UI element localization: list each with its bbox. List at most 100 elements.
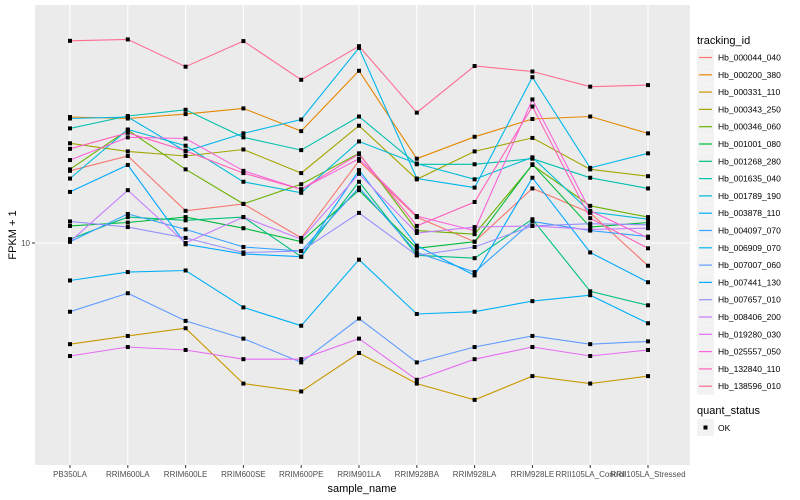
x-tick-label: RRIM600PE	[279, 470, 323, 479]
legend-point-ok	[703, 425, 708, 430]
data-point-Hb_007007_060	[646, 339, 650, 344]
data-point-Hb_001001_080	[183, 215, 188, 220]
data-point-Hb_001001_080	[646, 220, 650, 225]
data-point-Hb_007441_130	[68, 189, 72, 194]
data-point-Hb_001789_190	[530, 155, 535, 160]
data-point-Hb_001789_190	[241, 179, 246, 184]
data-point-Hb_007657_010	[241, 250, 246, 255]
data-point-Hb_000331_110	[357, 350, 361, 355]
legend-label: Hb_007441_130	[718, 277, 781, 287]
data-point-Hb_007657_010	[299, 249, 304, 254]
data-point-Hb_001789_190	[68, 176, 72, 181]
x-tick-label: RRIM600LA	[106, 470, 150, 479]
data-point-Hb_000331_110	[125, 333, 130, 338]
data-point-Hb_025557_050	[183, 136, 188, 141]
data-point-Hb_004097_070	[125, 211, 130, 216]
data-point-Hb_003878_110	[299, 323, 304, 328]
data-point-Hb_132840_110	[299, 187, 304, 192]
data-point-Hb_001635_040	[472, 162, 477, 167]
data-point-Hb_004097_070	[183, 227, 188, 232]
data-point-Hb_138596_010	[588, 84, 593, 89]
legend-label: Hb_000331_110	[718, 87, 781, 97]
data-point-Hb_019280_030	[241, 357, 246, 362]
data-point-Hb_007441_130	[472, 273, 477, 278]
data-point-Hb_019280_030	[414, 377, 419, 382]
data-point-Hb_000343_250	[646, 174, 650, 179]
data-point-Hb_001001_080	[68, 223, 72, 228]
data-point-Hb_006909_070	[588, 165, 593, 170]
data-point-Hb_000200_380	[414, 156, 419, 161]
data-point-Hb_000331_110	[299, 389, 304, 394]
data-point-Hb_025557_050	[68, 158, 72, 163]
data-point-Hb_000346_060	[299, 182, 304, 187]
data-point-Hb_132840_110	[241, 171, 246, 176]
data-point-Hb_001635_040	[299, 148, 304, 153]
data-point-Hb_019280_030	[299, 357, 304, 362]
data-point-Hb_001268_280	[530, 217, 535, 222]
data-point-Hb_008406_200	[414, 230, 419, 235]
legend-label: Hb_003878_110	[718, 208, 781, 218]
data-point-Hb_000200_380	[588, 114, 593, 119]
data-point-Hb_000044_040	[125, 153, 130, 158]
series-points	[68, 37, 650, 402]
data-point-Hb_000331_110	[68, 342, 72, 347]
data-point-Hb_007007_060	[414, 360, 419, 365]
data-point-Hb_008406_200	[68, 239, 72, 244]
data-point-Hb_132840_110	[472, 199, 477, 204]
data-point-Hb_008406_200	[357, 171, 361, 176]
x-tick-label: RRIM600LE	[164, 470, 208, 479]
data-point-Hb_001001_080	[357, 188, 361, 193]
data-point-Hb_006909_070	[125, 115, 130, 120]
y-tick-label: 10	[21, 239, 30, 248]
data-point-Hb_000346_060	[414, 228, 419, 233]
data-point-Hb_000343_250	[125, 149, 130, 154]
data-point-Hb_000346_060	[68, 167, 72, 172]
data-point-Hb_007007_060	[183, 318, 188, 323]
data-point-Hb_001789_190	[299, 190, 304, 195]
data-point-Hb_001635_040	[357, 114, 361, 119]
data-point-Hb_003878_110	[530, 299, 535, 304]
data-point-Hb_004097_070	[530, 219, 535, 224]
data-point-Hb_000044_040	[646, 263, 650, 268]
data-point-Hb_001268_280	[646, 303, 650, 308]
data-point-Hb_000346_060	[588, 203, 593, 208]
data-point-Hb_004097_070	[472, 270, 477, 275]
data-point-Hb_001001_080	[588, 225, 593, 230]
data-point-Hb_132840_110	[125, 130, 130, 135]
data-point-Hb_000343_250	[183, 153, 188, 158]
data-point-Hb_000200_380	[472, 134, 477, 139]
data-point-Hb_000331_110	[588, 381, 593, 386]
x-tick-label: RRIM600SE	[221, 470, 265, 479]
data-point-Hb_007007_060	[68, 309, 72, 314]
data-point-Hb_007657_010	[183, 235, 188, 240]
data-point-Hb_003878_110	[414, 311, 419, 316]
data-point-Hb_001268_280	[357, 179, 361, 184]
data-point-Hb_000343_250	[472, 149, 477, 154]
data-point-Hb_138596_010	[357, 44, 361, 49]
data-point-Hb_000331_110	[183, 326, 188, 331]
legend-label: Hb_007007_060	[718, 260, 781, 270]
data-point-Hb_001001_080	[241, 226, 246, 231]
data-point-Hb_007441_130	[588, 250, 593, 255]
data-point-Hb_000200_380	[299, 129, 304, 134]
data-point-Hb_008406_200	[472, 225, 477, 230]
data-point-Hb_000044_040	[530, 186, 535, 191]
data-point-Hb_001789_190	[646, 217, 650, 222]
x-axis-title: sample_name	[327, 483, 396, 495]
data-point-Hb_132840_110	[588, 216, 593, 221]
data-point-Hb_001001_080	[530, 162, 535, 167]
data-point-Hb_003878_110	[588, 293, 593, 298]
data-point-Hb_007007_060	[299, 360, 304, 365]
data-point-Hb_001268_280	[125, 215, 130, 220]
data-point-Hb_138596_010	[299, 77, 304, 82]
grid-lines	[35, 5, 690, 465]
data-point-Hb_003878_110	[646, 321, 650, 326]
data-point-Hb_003878_110	[241, 305, 246, 310]
x-tick-label: PB350LA	[53, 470, 87, 479]
legend-title-shape: quant_status	[697, 405, 760, 417]
data-point-Hb_001635_040	[183, 107, 188, 112]
data-point-Hb_000343_250	[68, 141, 72, 146]
data-point-Hb_006909_070	[241, 131, 246, 136]
data-point-Hb_132840_110	[530, 104, 535, 109]
data-point-Hb_006909_070	[646, 151, 650, 156]
